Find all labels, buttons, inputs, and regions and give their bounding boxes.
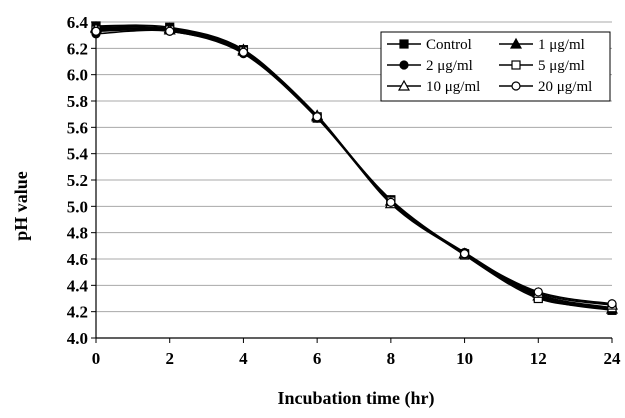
y-tick-label: 5.4 xyxy=(67,145,89,164)
x-tick-label: 8 xyxy=(387,349,396,368)
legend-item: 1 μg/ml xyxy=(499,37,585,53)
legend-item: 10 μg/ml xyxy=(387,79,480,95)
data-point xyxy=(91,26,101,36)
legend-label: 20 μg/ml xyxy=(538,79,592,95)
data-point xyxy=(607,299,617,309)
legend-label: 10 μg/ml xyxy=(426,79,480,95)
legend-item: 20 μg/ml xyxy=(499,79,592,95)
y-tick-label: 4.4 xyxy=(67,276,89,295)
legend-label: Control xyxy=(426,37,472,53)
y-tick-label: 5.2 xyxy=(67,171,88,190)
data-point xyxy=(386,197,396,207)
y-tick-label: 6.4 xyxy=(67,13,89,32)
legend: Control 1 μg/ml 2 μg/ml 5 μg/ml 10 μg/ml 20 μ… xyxy=(380,31,611,102)
legend-marker xyxy=(397,79,411,91)
data-point xyxy=(312,112,322,122)
legend-marker xyxy=(399,39,409,49)
legend-label: 2 μg/ml xyxy=(426,58,473,74)
legend-marker xyxy=(509,37,523,49)
legend-marker xyxy=(511,60,521,70)
data-point xyxy=(533,287,543,297)
y-tick-label: 4.2 xyxy=(67,303,88,322)
series-6 xyxy=(91,26,617,309)
x-tick-label: 6 xyxy=(313,349,322,368)
series-line xyxy=(95,28,613,305)
y-tick-label: 4.6 xyxy=(67,250,88,269)
y-tick-label: 4.0 xyxy=(67,329,88,348)
y-tick-label: 4.8 xyxy=(67,224,88,243)
legend-marker xyxy=(399,60,409,70)
legend-label: 5 μg/ml xyxy=(538,58,585,74)
legend-label: 1 μg/ml xyxy=(538,37,585,53)
x-tick-label: 4 xyxy=(239,349,248,368)
y-tick-label: 5.8 xyxy=(67,92,88,111)
y-axis-title: pH value xyxy=(11,171,31,241)
axes: 4.0 4.2 4.4 4.6 4.8 5.0 5.2 5.4 5.6 5.8 6.0 6.2 6.4 0… xyxy=(67,13,621,368)
legend-item: Control xyxy=(387,37,472,53)
legend-item: 2 μg/ml xyxy=(387,58,473,74)
y-tick-label: 6.2 xyxy=(67,39,88,58)
x-tick-label: 24 xyxy=(604,349,622,368)
x-tick-label: 10 xyxy=(456,349,473,368)
legend-marker xyxy=(511,81,521,91)
series-group xyxy=(89,21,619,315)
data-point xyxy=(165,26,175,36)
data-point xyxy=(238,47,249,57)
y-tick-label: 5.6 xyxy=(67,118,88,137)
x-tick-label: 2 xyxy=(165,349,174,368)
y-tick-label: 6.0 xyxy=(67,66,88,85)
x-tick-label: 0 xyxy=(92,349,101,368)
x-tick-label: 12 xyxy=(530,349,547,368)
legend-item: 5 μg/ml xyxy=(499,58,585,74)
x-axis-title: Incubation time (hr) xyxy=(278,388,435,409)
data-point xyxy=(459,249,470,259)
y-tick-label: 5.0 xyxy=(67,197,88,216)
